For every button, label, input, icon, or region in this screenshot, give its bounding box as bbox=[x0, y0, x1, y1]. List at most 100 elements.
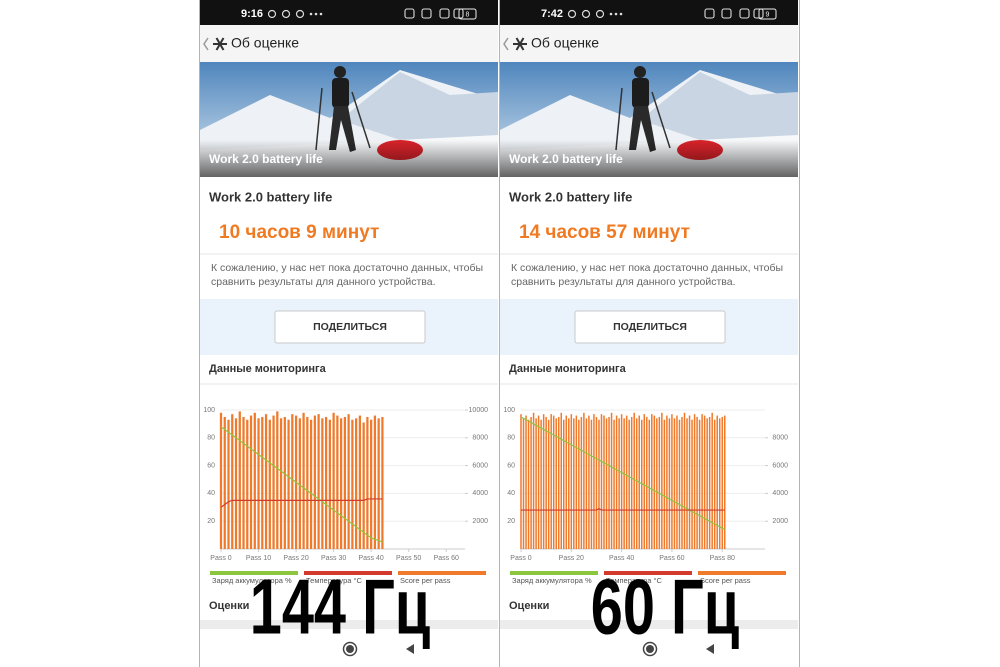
bar bbox=[373, 415, 377, 549]
y2-tick-label: 10000 bbox=[469, 407, 489, 414]
bar bbox=[653, 415, 656, 549]
banner-mountain bbox=[640, 72, 798, 150]
status-icon bbox=[721, 8, 732, 19]
legend-label: Температура °C bbox=[606, 576, 663, 585]
legend-label: Заряд аккумулятора % bbox=[512, 576, 592, 585]
share-button[interactable] bbox=[574, 310, 726, 344]
bar bbox=[661, 412, 663, 549]
x-tick-label: Pass 40 bbox=[359, 555, 384, 562]
bar bbox=[246, 419, 249, 549]
bar bbox=[628, 419, 630, 549]
bar bbox=[603, 415, 605, 549]
y-tick-label: 60 bbox=[207, 462, 215, 469]
banner-figure bbox=[334, 66, 346, 78]
bar bbox=[651, 414, 653, 549]
y2-tick-label: 4000 bbox=[772, 490, 788, 497]
nav-home[interactable] bbox=[342, 641, 358, 657]
bar bbox=[713, 419, 716, 549]
x-tick-label: Pass 40 bbox=[609, 555, 634, 562]
bar bbox=[605, 418, 608, 549]
bar bbox=[328, 419, 331, 549]
y-tick-label: 100 bbox=[503, 407, 515, 414]
bar bbox=[676, 415, 678, 549]
back-arrow[interactable] bbox=[503, 37, 509, 51]
header-title: Об оценке bbox=[231, 35, 299, 51]
nav-home[interactable] bbox=[642, 641, 658, 657]
bar bbox=[635, 418, 638, 549]
bar bbox=[590, 419, 593, 549]
y-tick-label: 60 bbox=[507, 462, 515, 469]
overlay-label: 144 Гц bbox=[250, 563, 431, 651]
bar bbox=[264, 414, 268, 549]
bar bbox=[643, 414, 646, 549]
bar bbox=[668, 418, 671, 549]
banner-caption-bg bbox=[200, 140, 498, 177]
bar bbox=[598, 419, 600, 549]
bar bbox=[366, 416, 369, 549]
bar bbox=[249, 415, 253, 549]
bar bbox=[530, 416, 532, 549]
back-arrow[interactable] bbox=[203, 37, 209, 51]
bar bbox=[563, 419, 565, 549]
share-button-label[interactable]: ПОДЕЛИТЬСЯ bbox=[313, 321, 387, 333]
nav-back[interactable] bbox=[406, 644, 414, 654]
banner-caption-bg bbox=[500, 140, 798, 177]
bar bbox=[681, 416, 683, 549]
nav-home[interactable] bbox=[346, 645, 354, 653]
result-value: 10 часов 9 минут bbox=[219, 222, 379, 243]
bar bbox=[560, 412, 563, 549]
bar bbox=[568, 418, 570, 549]
bar bbox=[693, 414, 696, 549]
share-button-label[interactable]: ПОДЕЛИТЬСЯ bbox=[613, 321, 687, 333]
battery-level: 9 bbox=[766, 11, 770, 18]
legend-swatch bbox=[304, 571, 392, 575]
bar bbox=[595, 416, 598, 549]
status-icon bbox=[595, 9, 605, 19]
bar bbox=[625, 415, 628, 549]
bar bbox=[309, 419, 313, 549]
app-icon bbox=[215, 37, 225, 51]
bar bbox=[593, 414, 595, 549]
bar bbox=[381, 416, 384, 549]
nav-home[interactable] bbox=[646, 645, 654, 653]
section-gap bbox=[200, 620, 498, 629]
bar bbox=[615, 415, 618, 549]
bar bbox=[550, 414, 552, 549]
overlay-label: 60 Гц bbox=[591, 563, 739, 651]
bar bbox=[358, 415, 362, 549]
bar bbox=[283, 416, 286, 549]
bar bbox=[339, 418, 343, 549]
bar bbox=[648, 419, 651, 549]
header-bar bbox=[500, 25, 798, 62]
header-bar bbox=[200, 25, 498, 62]
bar bbox=[268, 419, 271, 549]
banner-mountain bbox=[340, 72, 498, 150]
share-button[interactable] bbox=[274, 310, 426, 344]
bar bbox=[542, 414, 545, 549]
x-tick-label: Pass 0 bbox=[510, 555, 532, 562]
bar bbox=[618, 418, 620, 549]
bar bbox=[223, 416, 226, 549]
header-title: Об оценке bbox=[531, 35, 599, 51]
status-icon bbox=[281, 9, 291, 19]
bar bbox=[588, 415, 590, 549]
bar bbox=[336, 415, 339, 549]
bar bbox=[317, 414, 320, 549]
bar bbox=[555, 418, 557, 549]
legend-label: Score per pass bbox=[400, 576, 451, 585]
x-tick-label: Pass 10 bbox=[246, 555, 271, 562]
nav-back[interactable] bbox=[706, 644, 714, 654]
line bbox=[520, 416, 726, 531]
status-dot bbox=[314, 12, 318, 16]
bar bbox=[287, 419, 290, 549]
bar bbox=[696, 416, 698, 549]
bar bbox=[547, 419, 550, 549]
battery-icon bbox=[458, 8, 477, 20]
bar bbox=[321, 418, 324, 549]
x-tick-label: Pass 30 bbox=[321, 555, 346, 562]
bar bbox=[253, 412, 256, 549]
y-tick-label: 20 bbox=[207, 518, 215, 525]
y2-tick-label: 8000 bbox=[772, 435, 788, 442]
banner-pole bbox=[315, 87, 323, 151]
